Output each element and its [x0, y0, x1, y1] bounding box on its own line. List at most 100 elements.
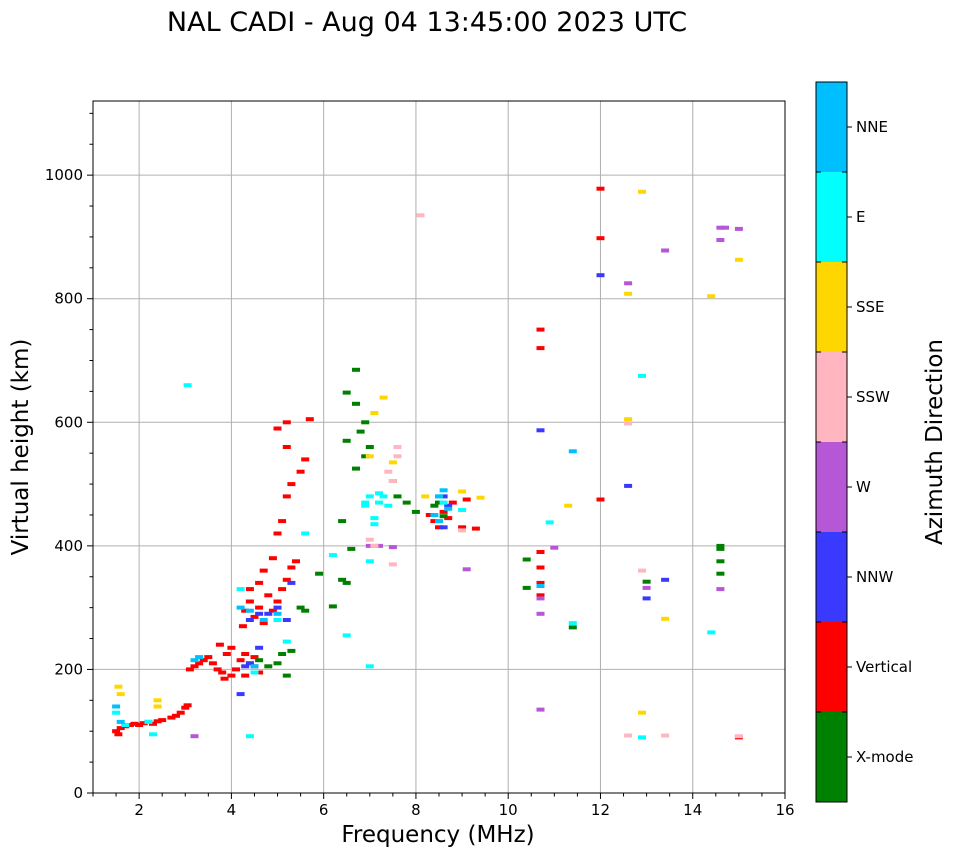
data-point-sse: [153, 698, 162, 703]
data-point-vertical: [287, 482, 296, 487]
y-tick-label: 600: [54, 413, 83, 431]
data-point-vertical: [190, 664, 199, 669]
data-point-vertical: [236, 658, 245, 663]
data-point-vertical: [250, 614, 259, 619]
data-point-nnw: [255, 645, 264, 650]
data-point-e: [361, 500, 370, 505]
data-point-w: [375, 543, 383, 548]
data-point-vertical: [215, 642, 224, 647]
data-point-e: [365, 494, 374, 499]
data-point-vertical: [241, 608, 250, 613]
data-point-e: [361, 503, 370, 508]
colorbar-segment: [816, 712, 847, 802]
y-tick-label: 0: [73, 784, 83, 802]
data-point-sse: [153, 704, 162, 709]
data-point-sse: [564, 503, 573, 508]
data-point-nnw: [439, 525, 448, 530]
data-point-vertical: [153, 719, 162, 724]
data-point-e: [328, 553, 337, 558]
data-point-nne: [245, 608, 254, 613]
data-point-vertical: [282, 494, 291, 499]
data-point-sse: [458, 489, 467, 494]
data-point-w: [661, 248, 670, 253]
data-point-e: [365, 664, 374, 669]
data-point-x-mode: [522, 585, 531, 590]
data-point-nne: [439, 488, 448, 493]
data-point-nnw: [273, 605, 282, 610]
data-point-ssw: [388, 562, 397, 567]
data-point-e: [236, 587, 245, 592]
data-point-x-mode: [716, 546, 725, 551]
data-point-vertical: [250, 655, 259, 660]
data-point-x-mode: [328, 604, 337, 609]
data-point-vertical: [227, 645, 236, 650]
data-point-vertical: [172, 713, 180, 718]
data-point-nnw: [536, 428, 545, 433]
data-point-nnw: [282, 618, 291, 622]
data-point-vertical: [227, 673, 236, 678]
x-tick-label: 16: [775, 801, 794, 819]
data-point-vertical: [195, 661, 204, 666]
data-point-nne: [116, 719, 125, 724]
data-point-sse: [624, 417, 633, 422]
data-point-nne: [568, 449, 577, 454]
data-point-vertical: [185, 667, 194, 672]
data-point-e: [245, 734, 254, 739]
chart-title: NAL CADI - Aug 04 13:45:00 2023 UTC: [167, 7, 687, 38]
data-point-e: [707, 630, 716, 635]
data-point-w: [642, 585, 651, 590]
data-point-vertical: [241, 652, 250, 656]
data-point-ssw: [734, 734, 743, 739]
data-point-nnw: [241, 664, 250, 669]
data-point-w: [536, 596, 545, 601]
data-point-e: [183, 383, 192, 388]
data-point-w: [388, 545, 397, 550]
data-point-x-mode: [338, 577, 347, 582]
data-point-x-mode: [352, 401, 360, 406]
data-point-nnw: [444, 503, 453, 508]
data-point-nne: [236, 605, 245, 610]
data-point-sse: [661, 616, 670, 621]
x-tick-label: 4: [227, 801, 237, 819]
data-point-vertical: [536, 327, 545, 332]
data-point-e: [638, 735, 646, 740]
colorbar-segment: [816, 82, 847, 172]
data-point-e: [370, 516, 379, 521]
data-point-x-mode: [255, 658, 264, 663]
data-point-ssw: [638, 568, 646, 573]
data-point-w: [721, 225, 729, 230]
colorbar-tick-label: W: [856, 478, 871, 496]
data-point-sse: [476, 495, 485, 500]
data-point-vertical: [296, 469, 305, 474]
data-point-sse: [116, 692, 125, 697]
data-point-w: [190, 734, 199, 739]
data-point-x-mode: [642, 579, 651, 584]
data-point-nnw: [439, 494, 448, 499]
y-tick-label: 400: [54, 537, 83, 555]
data-point-vertical: [536, 565, 545, 570]
data-point-e: [379, 494, 388, 499]
data-point-x-mode: [361, 454, 370, 459]
data-point-nne: [250, 664, 259, 669]
data-point-vertical: [278, 587, 287, 592]
data-point-sse: [370, 411, 379, 415]
data-point-vertical: [471, 526, 480, 531]
data-point-nne: [435, 519, 443, 524]
data-point-vertical: [213, 667, 222, 672]
data-point-vertical: [430, 519, 439, 524]
data-point-vertical: [259, 568, 268, 573]
data-point-vertical: [462, 497, 471, 502]
data-point-x-mode: [273, 661, 282, 666]
data-point-e: [384, 503, 393, 508]
data-point-e: [250, 670, 259, 675]
colorbar-segment: [816, 352, 847, 442]
data-point-sse: [624, 291, 633, 296]
data-point-ssw: [393, 454, 402, 459]
data-point-vertical: [301, 457, 310, 462]
data-point-nnw: [245, 661, 254, 666]
colorbar: X-mode Vertical NNW W SSW SSE E NNE: [815, 81, 913, 803]
data-point-e: [121, 723, 130, 727]
data-point-vertical: [135, 723, 144, 727]
data-point-e: [439, 500, 448, 505]
data-point-x-mode: [568, 625, 577, 630]
